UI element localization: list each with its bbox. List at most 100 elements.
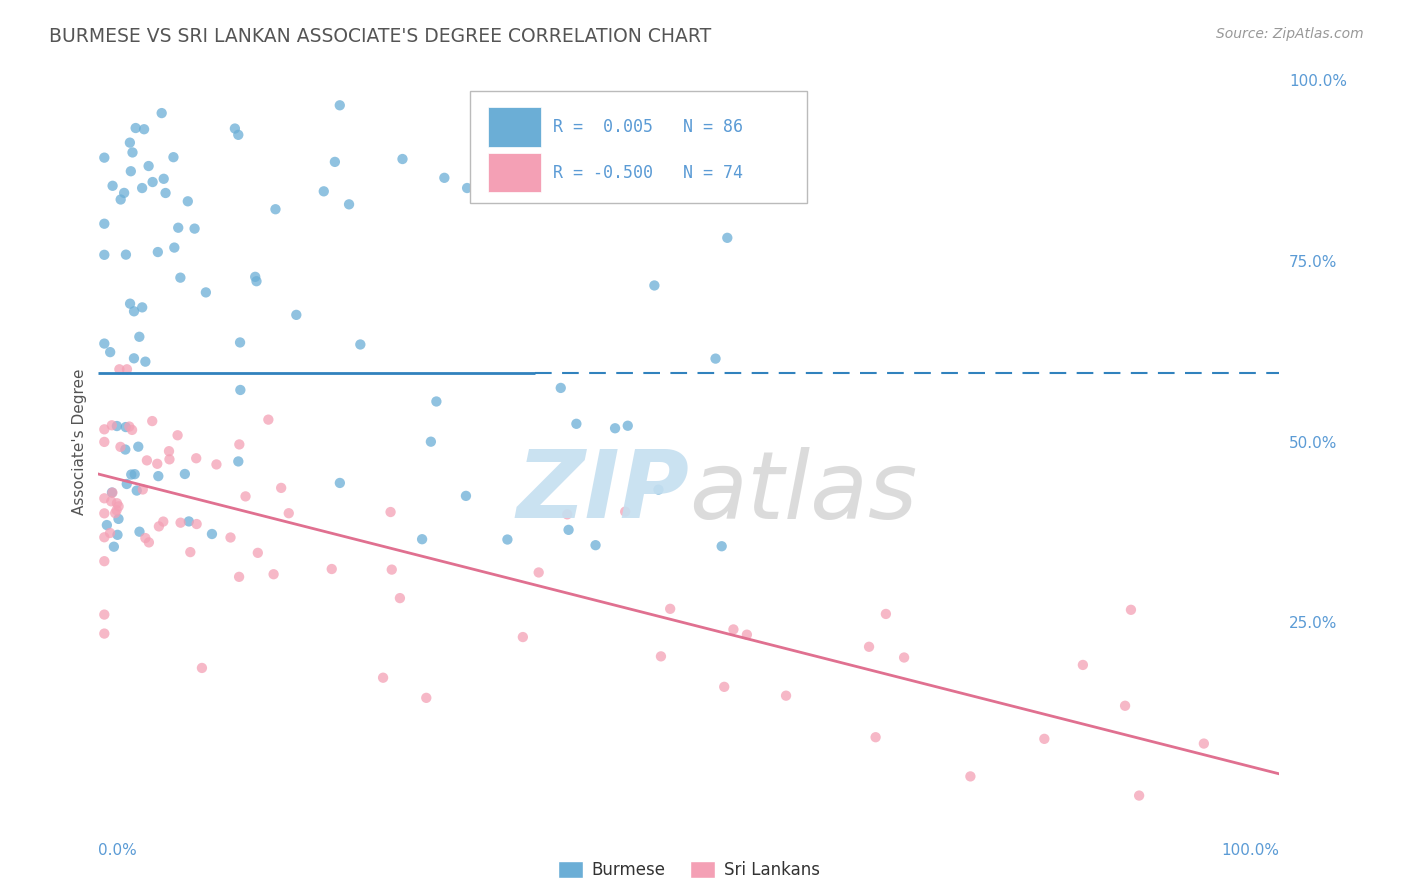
Point	[124, 467, 146, 482]
Point	[245, 274, 267, 288]
Point	[381, 563, 404, 577]
Point	[433, 170, 456, 185]
Point	[98, 345, 121, 359]
Point	[557, 523, 579, 537]
Point	[173, 467, 195, 481]
Point	[118, 419, 141, 434]
Point	[224, 121, 246, 136]
Legend: Burmese, Sri Lankans: Burmese, Sri Lankans	[551, 855, 827, 886]
Point	[245, 269, 267, 284]
Point	[155, 186, 177, 200]
Point	[277, 506, 299, 520]
Point	[191, 661, 214, 675]
Point	[167, 220, 190, 235]
Text: atlas: atlas	[689, 447, 917, 538]
Point	[1128, 789, 1150, 803]
Point	[105, 496, 128, 510]
Point	[146, 245, 169, 260]
Point	[716, 231, 738, 245]
Point	[131, 301, 153, 315]
Point	[128, 524, 150, 539]
Point	[226, 128, 249, 142]
Point	[512, 630, 534, 644]
Point	[219, 531, 242, 545]
Point	[112, 186, 135, 200]
Point	[875, 607, 897, 621]
Point	[391, 152, 413, 166]
Point	[713, 680, 735, 694]
Point	[93, 507, 115, 521]
Point	[527, 566, 550, 580]
Point	[235, 489, 257, 503]
Point	[107, 512, 129, 526]
Point	[93, 554, 115, 568]
Point	[105, 503, 128, 517]
Point	[411, 532, 433, 546]
Point	[101, 485, 124, 500]
Point	[323, 154, 346, 169]
Point	[550, 381, 572, 395]
Point	[138, 159, 160, 173]
Point	[263, 567, 285, 582]
Point	[229, 383, 252, 397]
Point	[270, 481, 292, 495]
Point	[425, 394, 447, 409]
Point	[285, 308, 308, 322]
Point	[96, 518, 118, 533]
Point	[585, 538, 607, 552]
Text: R = -0.500   N = 74: R = -0.500 N = 74	[553, 164, 744, 182]
Point	[134, 531, 156, 545]
Point	[138, 535, 160, 549]
Point	[454, 489, 477, 503]
Point	[162, 150, 184, 164]
Point	[179, 545, 201, 559]
Point	[150, 106, 173, 120]
Point	[93, 151, 115, 165]
Point	[152, 171, 174, 186]
Point	[122, 304, 145, 318]
Point	[893, 650, 915, 665]
Point	[93, 336, 115, 351]
Point	[194, 285, 217, 300]
Point	[114, 420, 136, 434]
Point	[163, 241, 186, 255]
Point	[152, 515, 174, 529]
Bar	[488, 107, 541, 147]
Point	[148, 469, 170, 483]
Point	[201, 527, 224, 541]
Point	[775, 689, 797, 703]
Point	[1071, 657, 1094, 672]
Point	[118, 136, 141, 150]
Point	[419, 434, 441, 449]
Point	[93, 607, 115, 622]
Point	[1033, 731, 1056, 746]
Point	[264, 202, 287, 217]
Point	[107, 500, 129, 514]
Point	[124, 121, 146, 136]
Point	[723, 623, 745, 637]
Point	[115, 362, 138, 376]
Point	[329, 475, 352, 490]
Point	[205, 458, 228, 472]
Point	[643, 278, 665, 293]
Point	[349, 337, 371, 351]
Point	[329, 98, 352, 112]
Point	[228, 437, 250, 451]
Text: BURMESE VS SRI LANKAN ASSOCIATE'S DEGREE CORRELATION CHART: BURMESE VS SRI LANKAN ASSOCIATE'S DEGREE…	[49, 27, 711, 45]
Point	[93, 491, 115, 506]
Point	[371, 671, 394, 685]
Point	[555, 508, 578, 522]
Point	[1192, 737, 1215, 751]
Point	[93, 626, 115, 640]
Point	[603, 421, 626, 435]
Point	[226, 454, 249, 468]
Point	[229, 335, 252, 350]
Point	[257, 412, 280, 426]
Point	[186, 451, 208, 466]
Text: 100.0%: 100.0%	[1222, 843, 1279, 857]
Point	[496, 533, 519, 547]
Point	[659, 602, 682, 616]
Point	[110, 193, 132, 207]
Point	[115, 477, 138, 491]
Point	[456, 181, 478, 195]
